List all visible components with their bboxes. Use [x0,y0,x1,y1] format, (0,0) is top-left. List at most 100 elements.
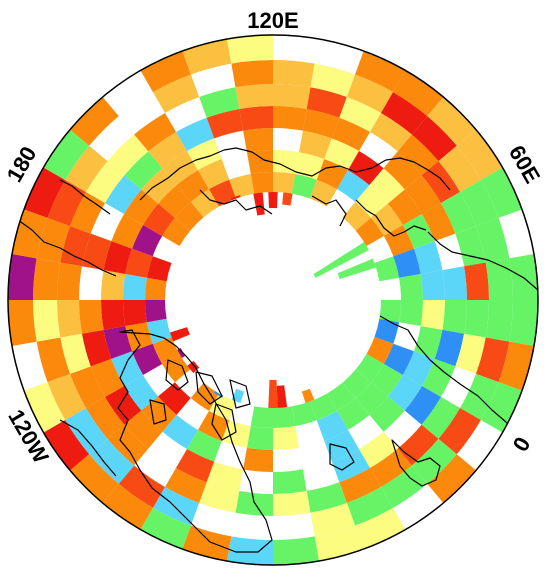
grid-cell [199,482,240,513]
grid-cell [226,536,273,565]
grid-cell [420,300,445,330]
grid-cell [158,382,191,415]
coastline [391,439,441,487]
grid-cell [243,447,273,472]
grid-cell [134,112,176,152]
coastline [59,419,117,477]
grid-cell [146,256,172,282]
grid-cell [383,343,414,375]
grid-cell [339,97,381,132]
grid-cell [124,375,159,411]
grid-cell [331,117,370,152]
grid-cell [65,145,108,192]
grid-cell [85,161,125,203]
grid-cell [302,108,340,139]
grid-cell [456,129,503,180]
grid-cell [337,170,370,202]
grid-cell [273,491,311,516]
grid-cell [366,336,394,364]
grid-cell [276,385,288,408]
grid-cell [342,201,372,231]
grid-cell [57,300,82,338]
grid-cell [355,382,388,415]
grid-cell [231,60,273,88]
grid-cell [306,482,347,513]
grid-cell [118,465,165,508]
grid-cell [162,217,191,246]
grid-cell [381,92,428,135]
grid-cell [209,179,237,207]
grid-cell [57,262,82,300]
grid-cell [369,396,405,432]
longitude-label-0: 0 [508,433,536,456]
grid-cell [346,74,393,113]
grid-cell [182,525,232,561]
coastline [117,329,273,553]
grid-cell [355,217,384,246]
grid-cell [480,167,523,218]
grid-cell [132,343,163,375]
grid-cell [103,241,133,274]
grid-cell [140,507,191,550]
grid-cell [239,106,273,131]
grid-cell [374,318,400,344]
grid-cell [141,168,177,204]
grid-cell [111,351,144,386]
grid-cell [101,300,126,330]
grid-cell [442,266,467,300]
map-boundary [7,34,539,566]
grid-cell [402,214,435,249]
grid-cell [187,360,200,373]
grid-cell [273,406,296,428]
grid-cell [85,397,125,439]
grid-cell [434,329,465,367]
grid-cell [291,401,317,427]
grid-cell [337,258,377,279]
grid-cell [101,270,126,300]
grid-cell [355,354,384,383]
grid-cell [464,262,489,300]
grid-cell [327,382,356,411]
coastline [139,147,451,201]
grid-cell [169,327,190,342]
grid-cell [132,225,163,257]
grid-cell [69,454,119,504]
grid-cell [250,406,273,428]
grid-cell [235,84,273,109]
grid-cell [43,129,90,180]
grid-cell [399,300,423,327]
grid-cell [125,248,153,278]
grid-cell [379,300,401,323]
coastline [355,199,427,237]
grid-cell [498,341,534,391]
grid-cell [421,203,456,242]
grid-cell [213,391,224,398]
grid-cell [60,333,91,374]
grid-cell [413,326,443,359]
grid-cell [153,74,200,113]
grid-cell [475,337,510,383]
coastline [199,189,273,215]
grid-cell [480,382,523,433]
grid-cell [190,189,219,218]
grid-cell [301,388,315,404]
grid-cell [310,63,356,98]
coastline [379,315,521,437]
grid-cell [339,468,381,503]
grid-cell [153,487,200,526]
grid-cell [89,438,135,484]
grid-cell [165,468,207,503]
grid-cell [273,536,320,565]
grid-cell [421,397,461,439]
grid-cell [381,465,428,508]
grid-cell [399,273,424,300]
grid-cell [229,173,255,199]
grid-cell [273,106,307,131]
grid-cell [282,192,293,206]
grid-cell [383,225,414,257]
grid-cell [310,502,356,537]
grid-cell [273,150,300,174]
grid-cell [187,429,222,462]
grid-cell [47,373,86,420]
